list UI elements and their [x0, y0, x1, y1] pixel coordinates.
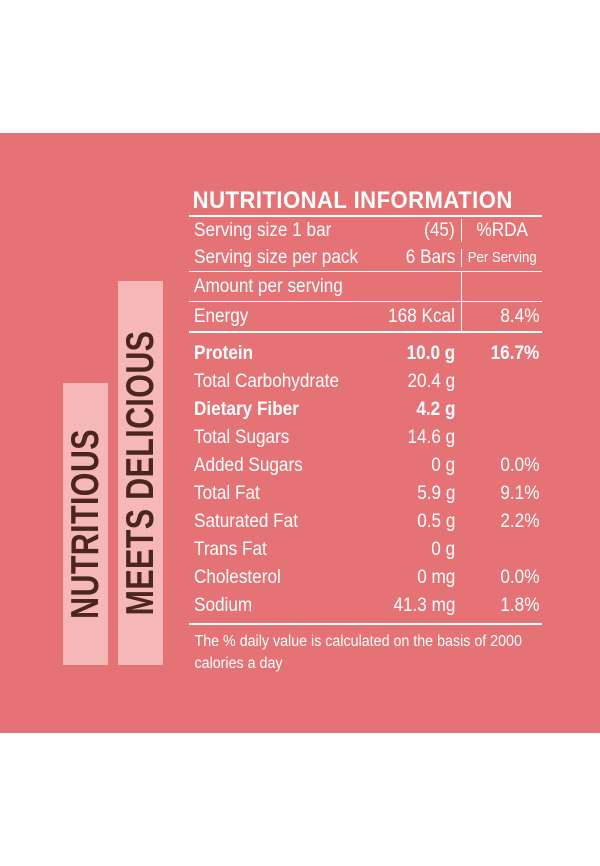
nutrient-row-trans-fat: Trans Fat 0 g — [189, 535, 542, 563]
divider — [189, 301, 542, 302]
nutrient-row-total-fat: Total Fat 5.9 g 9.1% — [189, 479, 542, 507]
divider — [189, 271, 542, 272]
nutrient-rda: 16.7% — [490, 341, 539, 364]
per-pack-row: Serving size per pack 6 Bars Per Serving — [189, 244, 542, 271]
nutrient-rda: 1.8% — [499, 593, 539, 616]
nutrient-label: Trans Fat — [194, 537, 267, 560]
nutrient-rda: 0.0% — [499, 453, 539, 476]
divider — [189, 623, 542, 625]
nutrient-label: Protein — [194, 341, 254, 364]
nutrient-value: 5.9 g — [416, 481, 455, 504]
amount-per-serving-row: Amount per serving — [189, 272, 542, 301]
divider — [189, 331, 542, 333]
nutrient-rda: 0.0% — [499, 565, 539, 588]
nutrient-label: Saturated Fat — [194, 509, 298, 532]
nutrient-row-added-sugars: Added Sugars 0 g 0.0% — [189, 451, 542, 479]
amount-per-serving-label: Amount per serving — [194, 275, 343, 297]
nutritious-tag-text: NUTRITIOUS — [63, 429, 107, 619]
rda-subheader: Per Serving — [467, 248, 537, 266]
nutrient-row-sugars: Total Sugars 14.6 g — [189, 423, 542, 451]
rda-header: %RDA — [476, 219, 528, 241]
footnote: The % daily value is calculated on the b… — [194, 633, 522, 672]
nutrient-label: Sodium — [194, 593, 253, 616]
nutrient-value: 41.3 mg — [392, 593, 455, 616]
energy-value: 168 Kcal — [388, 305, 455, 327]
nutrient-rda: 2.2% — [499, 509, 539, 532]
nutrient-value: 14.6 g — [407, 425, 455, 448]
nutrient-row-carbohydrate: Total Carbohydrate 20.4 g — [189, 367, 542, 395]
nutrient-value: 0 g — [431, 453, 455, 476]
nutrient-row-fiber: Dietary Fiber 4.2 g — [189, 395, 542, 423]
nutrient-row-saturated-fat: Saturated Fat 0.5 g 2.2% — [189, 507, 542, 535]
nutrient-value: 0 mg — [416, 565, 455, 588]
nutrient-value: 4.2 g — [415, 397, 455, 420]
nutrient-value: 0 g — [431, 537, 455, 560]
nutrient-label: Total Fat — [194, 481, 260, 504]
nutrient-value: 20.4 g — [407, 369, 455, 392]
meets-delicious-tag-text: MEETS DELICIOUS — [118, 330, 162, 616]
energy-row: Energy 168 Kcal 8.4% — [189, 302, 542, 331]
nutrient-value: 10.0 g — [406, 341, 455, 364]
nutrient-label: Cholesterol — [194, 565, 281, 588]
energy-rda: 8.4% — [499, 305, 539, 327]
divider — [189, 215, 542, 217]
nutrition-table: NUTRITIONAL INFORMATION Serving size 1 b… — [189, 186, 542, 675]
per-pack-label: Serving size per pack — [194, 246, 359, 268]
nutritious-tag: NUTRITIOUS — [63, 383, 108, 665]
meets-delicious-tag: MEETS DELICIOUS — [118, 281, 163, 665]
serving-size-row: Serving size 1 bar (45) %RDA — [189, 217, 542, 244]
nutrient-row-cholesterol: Cholesterol 0 mg 0.0% — [189, 563, 542, 591]
nutrient-row-protein: Protein 10.0 g 16.7% — [189, 339, 542, 367]
nutrient-label: Total Sugars — [194, 425, 290, 448]
nutrient-rda: 9.1% — [499, 481, 539, 504]
nutrient-list: Protein 10.0 g 16.7% Total Carbohydrate … — [189, 339, 542, 619]
nutrient-value: 0.5 g — [416, 509, 455, 532]
per-pack-value: 6 Bars — [405, 246, 455, 268]
serving-size-value: (45) — [424, 219, 455, 241]
nutrient-label: Added Sugars — [194, 453, 303, 476]
serving-size-label: Serving size 1 bar — [194, 219, 332, 241]
nutrient-row-sodium: Sodium 41.3 mg 1.8% — [189, 591, 542, 619]
nutrient-label: Dietary Fiber — [194, 397, 299, 420]
table-title: NUTRITIONAL INFORMATION — [192, 187, 513, 214]
energy-label: Energy — [194, 305, 249, 327]
nutrient-label: Total Carbohydrate — [194, 369, 339, 392]
